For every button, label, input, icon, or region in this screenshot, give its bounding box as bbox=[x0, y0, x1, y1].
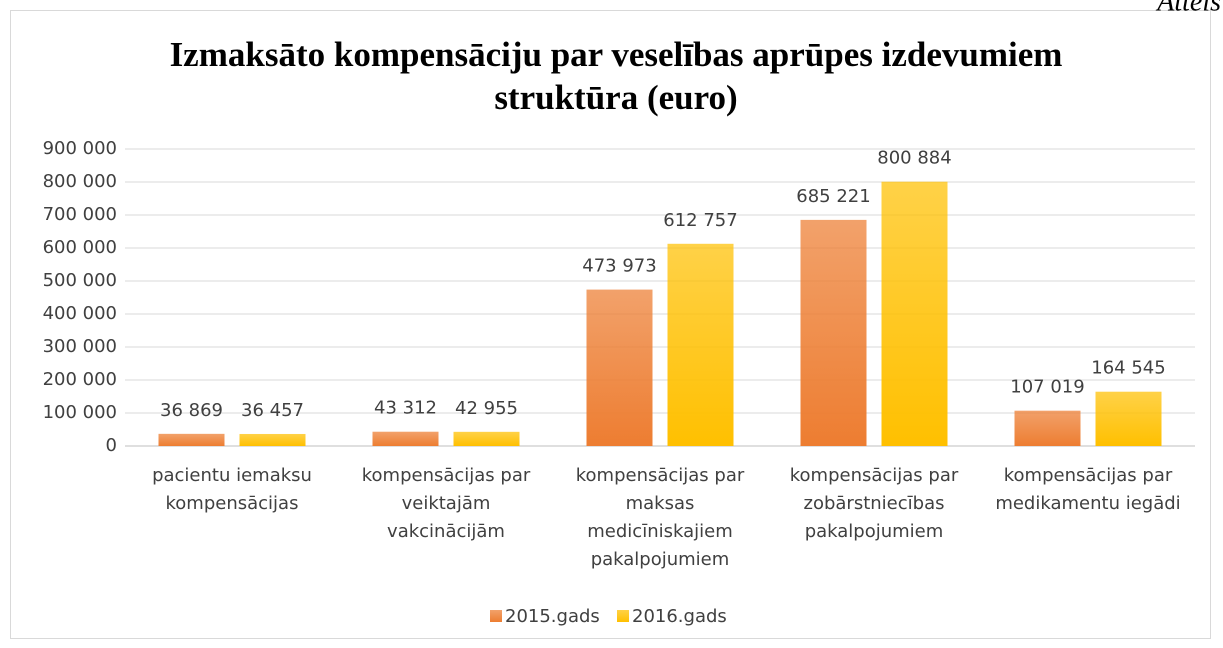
bar bbox=[667, 243, 734, 446]
chart-title: struktūra (euro) bbox=[494, 78, 737, 117]
y-tick-label: 300 000 bbox=[43, 336, 117, 357]
value-label: 36 869 bbox=[160, 400, 223, 421]
x-tick-label: kompensācijas par bbox=[576, 465, 745, 486]
x-tick-label: pakalpojumiem bbox=[591, 549, 730, 570]
y-tick-label: 900 000 bbox=[43, 138, 117, 159]
bar bbox=[800, 219, 867, 446]
chart-title: Izmaksāto kompensāciju par veselības apr… bbox=[170, 35, 1063, 74]
x-tick-label: pakalpojumiem bbox=[805, 521, 944, 542]
bar bbox=[1095, 391, 1162, 446]
y-tick-label: 400 000 bbox=[43, 303, 117, 324]
y-tick-label: 100 000 bbox=[43, 402, 117, 423]
value-label: 43 312 bbox=[374, 398, 437, 419]
x-tick-label: medicīniskajiem bbox=[587, 521, 732, 542]
bar bbox=[1014, 410, 1081, 446]
y-tick-label: 800 000 bbox=[43, 171, 117, 192]
x-tick-label: veiktajām bbox=[402, 493, 491, 514]
corner-note: Attēls bbox=[1155, 0, 1221, 17]
x-tick-label: kompensācijas par bbox=[790, 465, 959, 486]
bar bbox=[881, 181, 948, 446]
y-tick-label: 700 000 bbox=[43, 204, 117, 225]
x-tick-label: vakcinācijām bbox=[387, 521, 505, 542]
x-tick-label: kompensācijas par bbox=[362, 465, 531, 486]
legend-label: 2015.gads bbox=[505, 606, 600, 627]
bar bbox=[453, 431, 520, 446]
bar bbox=[586, 289, 653, 446]
value-label: 164 545 bbox=[1091, 358, 1165, 379]
y-tick-label: 0 bbox=[106, 435, 117, 456]
value-label: 612 757 bbox=[663, 210, 737, 231]
bar bbox=[158, 433, 225, 446]
x-tick-label: kompensācijas par bbox=[1004, 465, 1173, 486]
y-tick-label: 500 000 bbox=[43, 270, 117, 291]
legend-label: 2016.gads bbox=[632, 606, 727, 627]
x-tick-label: maksas bbox=[626, 493, 695, 514]
value-label: 800 884 bbox=[877, 148, 951, 169]
legend-swatch bbox=[617, 610, 629, 622]
bar bbox=[239, 433, 306, 446]
x-tick-label: medikamentu iegādi bbox=[995, 493, 1180, 514]
legend-swatch bbox=[490, 610, 502, 622]
value-label: 42 955 bbox=[455, 398, 518, 419]
x-tick-label: kompensācijas bbox=[166, 493, 299, 514]
value-label: 36 457 bbox=[241, 400, 304, 421]
value-label: 473 973 bbox=[582, 256, 656, 277]
y-tick-label: 600 000 bbox=[43, 237, 117, 258]
x-tick-label: pacientu iemaksu bbox=[152, 465, 312, 486]
value-label: 107 019 bbox=[1010, 377, 1084, 398]
y-tick-label: 200 000 bbox=[43, 369, 117, 390]
x-tick-label: zobārstniecības bbox=[804, 493, 945, 514]
bar bbox=[372, 431, 439, 446]
value-label: 685 221 bbox=[796, 186, 870, 207]
